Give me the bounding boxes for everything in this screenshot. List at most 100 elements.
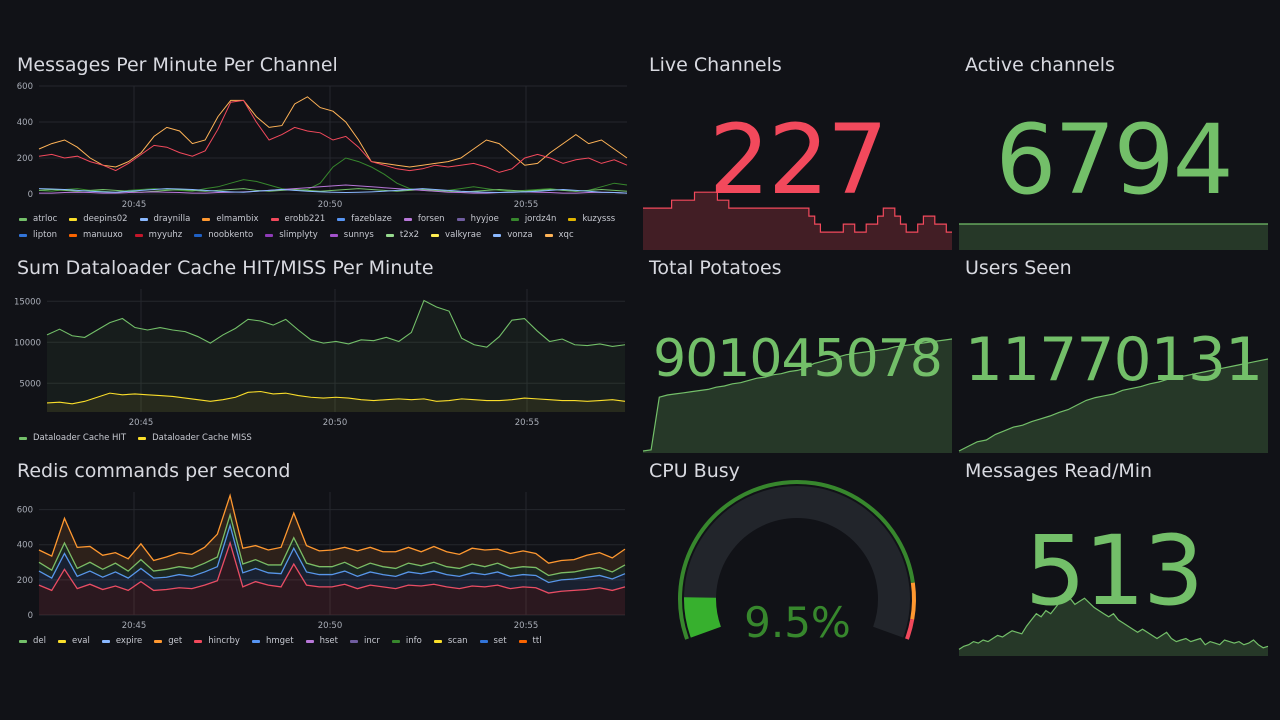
messages-legend-t2x2[interactable]: t2x2: [385, 230, 420, 240]
cpu-busy-value: 9.5%: [744, 598, 851, 647]
legend-label: expire: [115, 636, 143, 646]
redis-legend-scan[interactable]: scan: [433, 636, 468, 646]
legend-swatch: [510, 217, 519, 221]
legend-swatch: [456, 217, 465, 221]
legend-label: ttl: [532, 636, 542, 646]
messages-legend-slimplyty[interactable]: slimplyty: [265, 230, 318, 240]
legend-swatch: [337, 217, 346, 221]
legend-swatch: [69, 233, 78, 237]
cpu-busy-title[interactable]: CPU Busy: [649, 460, 740, 482]
messages-legend-valkyrae[interactable]: valkyrae: [431, 230, 481, 240]
messages-read-sparkline: [958, 594, 1269, 656]
legend-swatch: [202, 217, 211, 221]
cache-chart[interactable]: 15000 10000 5000 20:45 20:50 20:55: [14, 287, 629, 428]
legend-swatch: [305, 639, 314, 643]
legend-swatch: [139, 217, 148, 221]
redis-legend-expire[interactable]: expire: [101, 636, 143, 646]
live-channels-sparkline: [643, 191, 952, 250]
messages-legend-xqc[interactable]: xqc: [544, 230, 574, 240]
redis-legend-ttl[interactable]: ttl: [518, 636, 542, 646]
redis-legend-hincrby[interactable]: hincrby: [194, 636, 240, 646]
total-potatoes-panel: Total Potatoes 901045078: [642, 257, 953, 453]
legend-swatch: [265, 233, 274, 237]
messages-legend-draynilla[interactable]: draynilla: [139, 214, 190, 224]
series-area-del: [39, 514, 625, 583]
sparkline-area: [959, 224, 1268, 250]
x-tick-label: 20:55: [514, 621, 539, 631]
y-tick-label: 600: [17, 506, 33, 516]
redis-legend-set[interactable]: set: [479, 636, 507, 646]
messages-chart[interactable]: 600 400 200 0 20:45 20:50 20:55: [17, 82, 629, 210]
redis-legend-incr[interactable]: incr: [349, 636, 380, 646]
sparkline-line: [958, 594, 1269, 650]
legend-swatch: [433, 639, 442, 643]
messages-legend-erobb221[interactable]: erobb221: [270, 214, 325, 224]
legend-swatch: [270, 217, 279, 221]
legend-label: manuuxo: [83, 230, 123, 240]
legend-swatch: [69, 217, 78, 221]
messages-legend-manuuxo[interactable]: manuuxo: [69, 230, 123, 240]
y-tick-label: 400: [17, 541, 33, 551]
messages-legend-vonza[interactable]: vonza: [493, 230, 533, 240]
redis-legend-get[interactable]: get: [154, 636, 182, 646]
active-channels-title[interactable]: Active channels: [965, 54, 1115, 76]
sparkline-area: [959, 359, 1268, 453]
x-tick-label: 20:55: [515, 418, 540, 428]
gauge-value-arc: [684, 597, 722, 638]
legend-label: scan: [447, 636, 468, 646]
cache-panel-title[interactable]: Sum Dataloader Cache HIT/MISS Per Minute: [17, 257, 434, 279]
series-line-get: [38, 493, 626, 564]
legend-label: sunnys: [343, 230, 374, 240]
messages-per-minute-panel: Messages Per Minute Per Channel 600 400 20…: [17, 54, 629, 249]
legend-label: hincrby: [208, 636, 240, 646]
series-line-xqc: [38, 96, 628, 168]
messages-panel-title[interactable]: Messages Per Minute Per Channel: [17, 54, 338, 76]
redis-legend-hset[interactable]: hset: [305, 636, 338, 646]
legend-label: xqc: [558, 230, 574, 240]
legend-swatch: [19, 436, 27, 440]
legend-label: valkyrae: [445, 230, 482, 240]
messages-legend-elmambix[interactable]: elmambix: [202, 214, 259, 224]
messages-legend-atrloc[interactable]: atrloc: [19, 214, 57, 224]
cache-legend-dataloader-cache-hit[interactable]: Dataloader Cache HIT: [19, 433, 126, 443]
y-tick-label: 600: [17, 82, 33, 92]
legend-swatch: [403, 217, 412, 221]
gauge-threshold-red: [905, 618, 915, 640]
messages-read-title[interactable]: Messages Read/Min: [965, 460, 1153, 482]
messages-legend-deepins02[interactable]: deepins02: [69, 214, 128, 224]
messages-legend-myyuhz[interactable]: myyuhz: [134, 230, 182, 240]
legend-swatch: [58, 639, 66, 643]
x-tick-label: 20:45: [122, 200, 147, 210]
live-channels-title[interactable]: Live Channels: [649, 54, 782, 76]
legend-label: t2x2: [399, 230, 420, 240]
messages-legend-kuzysss[interactable]: kuzysss: [568, 214, 615, 224]
users-seen-title[interactable]: Users Seen: [965, 257, 1072, 279]
cpu-busy-panel: CPU Busy 9.5%: [643, 460, 952, 656]
messages-legend-sunnys[interactable]: sunnys: [329, 230, 374, 240]
x-tick-label: 20:55: [514, 200, 539, 210]
messages-legend-noobkento[interactable]: noobkento: [194, 230, 253, 240]
messages-legend-jordz4n[interactable]: jordz4n: [510, 214, 556, 224]
redis-legend-del[interactable]: del: [19, 636, 46, 646]
cache-legend-dataloader-cache-miss[interactable]: Dataloader Cache MISS: [138, 433, 252, 443]
y-tick-label: 0: [28, 611, 33, 621]
redis-legend-hmget[interactable]: hmget: [251, 636, 294, 646]
redis-legend-info[interactable]: info: [391, 636, 422, 646]
active-channels-panel: Active channels 6794: [959, 54, 1268, 250]
legend-swatch: [518, 639, 527, 643]
redis-panel-title[interactable]: Redis commands per second: [17, 460, 291, 482]
cache-hit-miss-panel: Sum Dataloader Cache HIT/MISS Per Minute…: [14, 257, 629, 447]
series-area-get: [39, 495, 625, 576]
messages-legend-forsen[interactable]: forsen: [403, 214, 445, 224]
series-line-erobb221: [38, 99, 628, 173]
messages-legend-lipton[interactable]: lipton: [19, 230, 57, 240]
legend-swatch: [251, 639, 260, 643]
legend-label: kuzysss: [582, 214, 616, 224]
redis-chart[interactable]: 600 400 200 0 20:45 20:50 20:55: [17, 490, 629, 631]
messages-legend-hyyjoe[interactable]: hyyjoe: [456, 214, 499, 224]
total-potatoes-title[interactable]: Total Potatoes: [649, 257, 782, 279]
messages-legend-fazeblaze[interactable]: fazeblaze: [337, 214, 392, 224]
legend-swatch: [19, 233, 27, 237]
redis-legend-eval[interactable]: eval: [58, 636, 90, 646]
legend-label: fazeblaze: [351, 214, 392, 224]
